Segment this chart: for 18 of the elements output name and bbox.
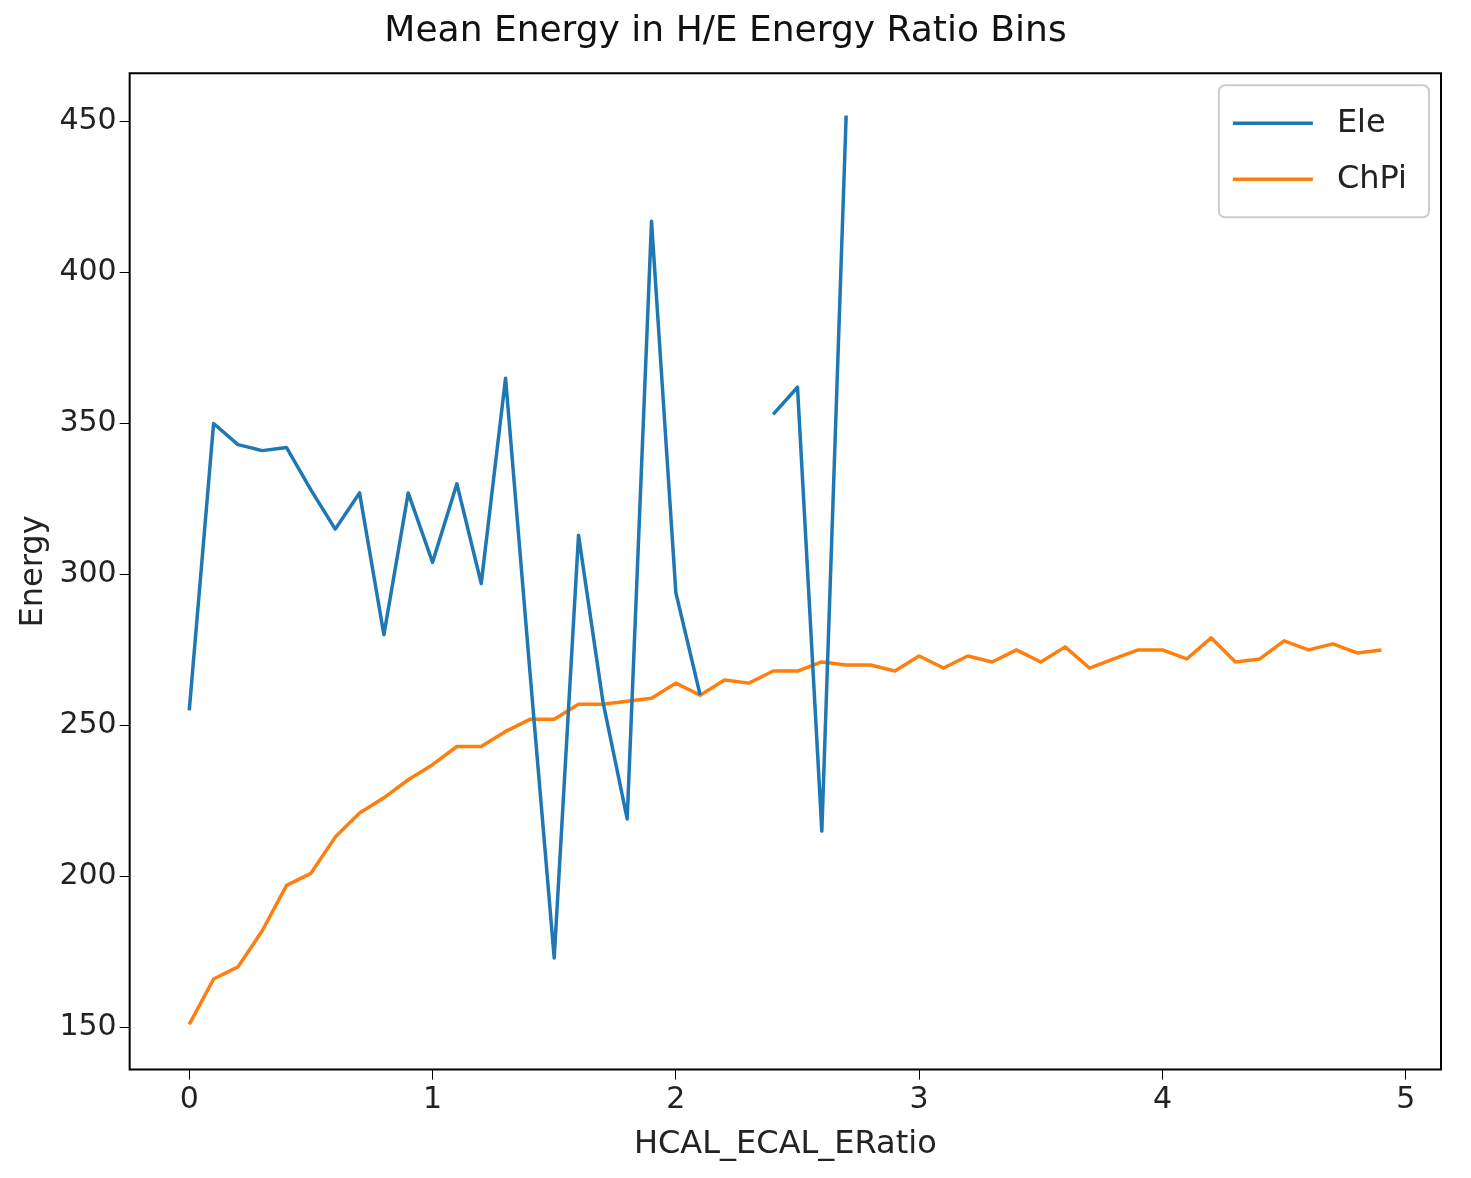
chart-title: Mean Energy in H/E Energy Ratio Bins: [384, 7, 1067, 49]
y-tick-label: 250: [59, 705, 117, 741]
y-tick-label: 400: [59, 252, 117, 288]
y-tick-label: 200: [59, 856, 117, 892]
legend-label: Ele: [1336, 101, 1386, 140]
y-tick-label: 350: [59, 403, 117, 439]
x-tick-label: 1: [423, 1080, 443, 1116]
y-tick-label: 150: [59, 1007, 117, 1043]
x-tick-label: 0: [179, 1080, 199, 1116]
x-axis-title: HCAL_ECAL_ERatio: [633, 1123, 937, 1162]
x-tick-label: 4: [1152, 1080, 1172, 1116]
y-tick-label: 300: [59, 554, 117, 590]
y-tick-label: 450: [59, 101, 117, 137]
x-tick-label: 3: [909, 1080, 929, 1116]
x-tick-label: 2: [666, 1080, 686, 1116]
x-tick-label: 5: [1396, 1080, 1416, 1116]
legend-label: ChPi: [1336, 157, 1407, 196]
y-axis-title: Energy: [11, 515, 50, 628]
